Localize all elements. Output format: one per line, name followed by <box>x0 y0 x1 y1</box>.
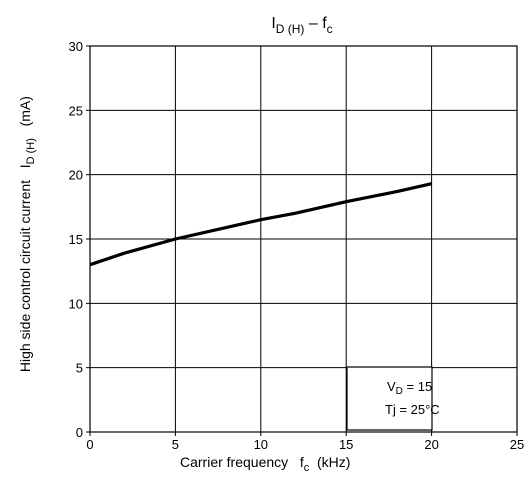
series-lines <box>89 182 432 267</box>
y-tick-label: 10 <box>69 296 83 311</box>
y-tick-label: 5 <box>76 361 83 376</box>
y-label-unit: (mA) <box>17 96 33 138</box>
title-sep-sub: c <box>327 22 333 36</box>
grid <box>86 45 518 436</box>
y-tick-label: 20 <box>69 168 83 183</box>
chart-title: ID (H) – fc <box>271 15 332 36</box>
x-label-unit: (kHz) <box>309 454 350 470</box>
x-tick-label: 10 <box>254 437 268 452</box>
annotation-v-sub: D <box>396 386 403 397</box>
title-main-sub: D (H) <box>276 22 305 36</box>
y-tick-label: 15 <box>69 232 83 247</box>
y-label-sub: D (H) <box>25 138 37 164</box>
y-tick-labels: 0 5 10 15 20 25 30 <box>69 39 83 440</box>
x-tick-label: 0 <box>86 437 93 452</box>
annotation-v: V <box>387 379 396 394</box>
y-label-text: High side control circuit current I <box>17 164 33 372</box>
annotation-line2: Tj = 25°C <box>385 402 440 417</box>
x-tick-label: 5 <box>172 437 179 452</box>
y-axis-label: High side control circuit current ID (H)… <box>17 84 37 391</box>
series-line <box>89 182 432 267</box>
x-label-text: Carrier frequency f <box>180 454 304 470</box>
y-tick-label: 30 <box>69 39 83 54</box>
annotation-box <box>346 366 433 431</box>
y-tick-label: 0 <box>76 425 83 440</box>
x-label-sub: c <box>304 462 310 474</box>
x-tick-label: 15 <box>339 437 353 452</box>
x-tick-labels: 0 5 10 15 20 25 <box>86 437 524 452</box>
x-tick-label: 25 <box>510 437 524 452</box>
x-tick-label: 20 <box>424 437 438 452</box>
annotation-line1: VD = 15 <box>387 379 432 397</box>
annotation-v-rest: = 15 <box>403 379 432 394</box>
x-axis-label: Carrier frequency fc (kHz) <box>180 454 350 474</box>
title-sep: – f <box>304 15 327 32</box>
title-main: I <box>271 15 275 32</box>
y-tick-label: 25 <box>69 103 83 118</box>
